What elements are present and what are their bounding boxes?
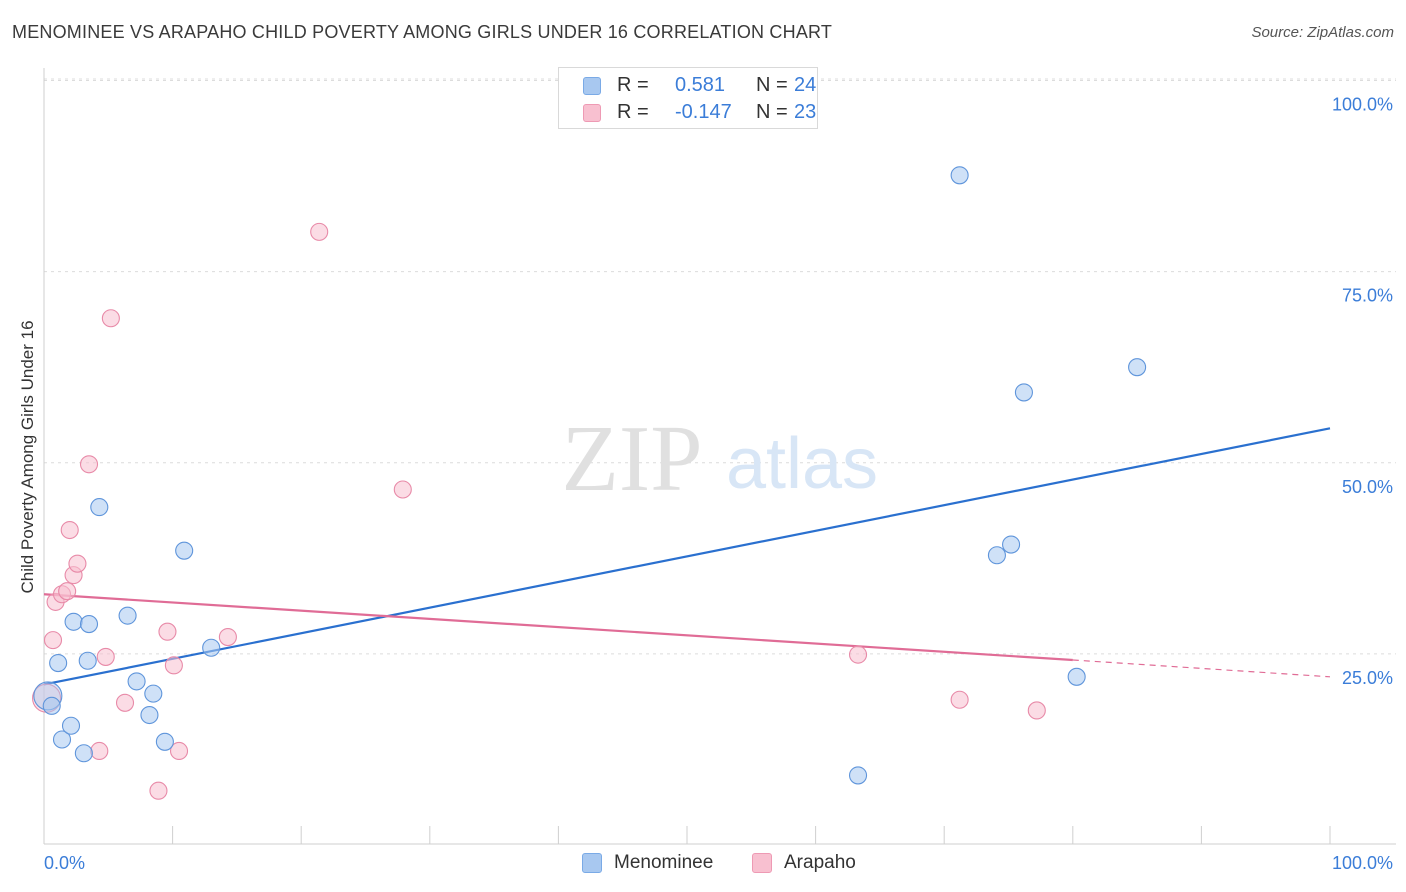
x-tick-label: 100.0% <box>1332 853 1393 873</box>
point-menominee <box>848 766 868 785</box>
source-label: Source: ZipAtlas.com <box>1251 24 1394 41</box>
trend-line-arapaho-extension <box>1072 659 1331 678</box>
point-menominee <box>127 672 146 691</box>
point-menominee <box>1128 358 1147 377</box>
legend-n-value: 23 <box>794 101 817 123</box>
point-menominee <box>144 684 163 703</box>
series-swatch-arapaho <box>752 853 772 873</box>
point-arapaho <box>96 647 115 666</box>
data-points <box>32 166 1147 800</box>
series-label-menominee: Menominee <box>614 852 714 873</box>
watermark-zip: ZIP <box>562 407 703 511</box>
y-tick-label: 100.0% <box>1332 95 1393 115</box>
legend-r-label: R = <box>617 74 649 96</box>
point-arapaho <box>310 222 329 241</box>
point-arapaho <box>60 520 79 540</box>
legend-r-label: R = <box>617 101 649 123</box>
point-arapaho <box>101 309 120 328</box>
legend-r-value: 0.581 <box>675 74 726 96</box>
point-menominee <box>987 546 1006 565</box>
point-menominee <box>49 653 68 673</box>
point-menominee <box>61 716 81 735</box>
point-menominee <box>118 606 137 625</box>
watermark-atlas: atlas <box>726 424 878 504</box>
point-arapaho <box>950 690 969 709</box>
legend-r-value: -0.147 <box>675 101 732 123</box>
trend-line-menominee <box>43 427 1331 686</box>
point-menominee <box>950 166 969 185</box>
legend-n-value: 24 <box>794 74 817 96</box>
point-menominee <box>64 612 83 631</box>
tick-labels: 100.0% 75.0% 50.0% 25.0% 0.0% 100.0% <box>44 95 1393 874</box>
point-menominee <box>1067 667 1086 686</box>
point-menominee <box>155 732 174 751</box>
point-menominee <box>1014 383 1033 402</box>
trend-line-arapaho <box>43 593 1073 662</box>
axes <box>43 68 1396 845</box>
y-axis-label: Child Poverty Among Girls Under 16 <box>18 320 37 594</box>
point-arapaho <box>79 455 99 474</box>
point-menominee <box>140 705 159 725</box>
legend-swatch-arapaho <box>583 104 601 122</box>
point-menominee <box>74 744 93 763</box>
legend-n-label: N = <box>756 101 788 123</box>
point-menominee <box>42 696 61 715</box>
point-menominee <box>52 730 72 749</box>
point-arapaho <box>218 628 237 647</box>
point-arapaho <box>43 631 63 650</box>
point-menominee <box>175 541 194 560</box>
point-arapaho <box>169 741 189 761</box>
point-arapaho <box>149 781 168 800</box>
y-tick-label: 25.0% <box>1342 668 1393 688</box>
point-menominee <box>90 498 109 517</box>
point-arapaho <box>115 693 135 712</box>
legend-swatch-menominee <box>583 77 601 95</box>
series-swatch-menominee <box>582 853 602 873</box>
watermark: ZIP atlas <box>562 407 879 511</box>
point-arapaho <box>90 741 109 761</box>
point-arapaho <box>1027 701 1046 720</box>
point-arapaho <box>158 622 177 641</box>
point-arapaho <box>58 582 77 601</box>
y-tick-label: 75.0% <box>1342 286 1393 306</box>
point-arapaho <box>68 554 87 573</box>
point-menominee <box>202 638 221 657</box>
trend-lines <box>43 427 1331 686</box>
y-tick-label: 50.0% <box>1342 477 1393 497</box>
point-menominee <box>1002 535 1021 554</box>
point-menominee <box>79 615 99 634</box>
gridlines <box>44 78 1396 655</box>
point-arapaho <box>164 656 183 675</box>
point-arapaho <box>393 480 412 499</box>
legend-n-label: N = <box>756 74 788 96</box>
point-menominee <box>78 651 97 670</box>
x-tick-label: 0.0% <box>44 853 85 873</box>
correlation-legend: R = 0.581 N = 24 R = -0.147 N = 23 <box>558 67 818 129</box>
chart-title: MENOMINEE VS ARAPAHO CHILD POVERTY AMONG… <box>12 22 833 42</box>
series-label-arapaho: Arapaho <box>784 852 856 873</box>
point-arapaho <box>848 645 868 664</box>
